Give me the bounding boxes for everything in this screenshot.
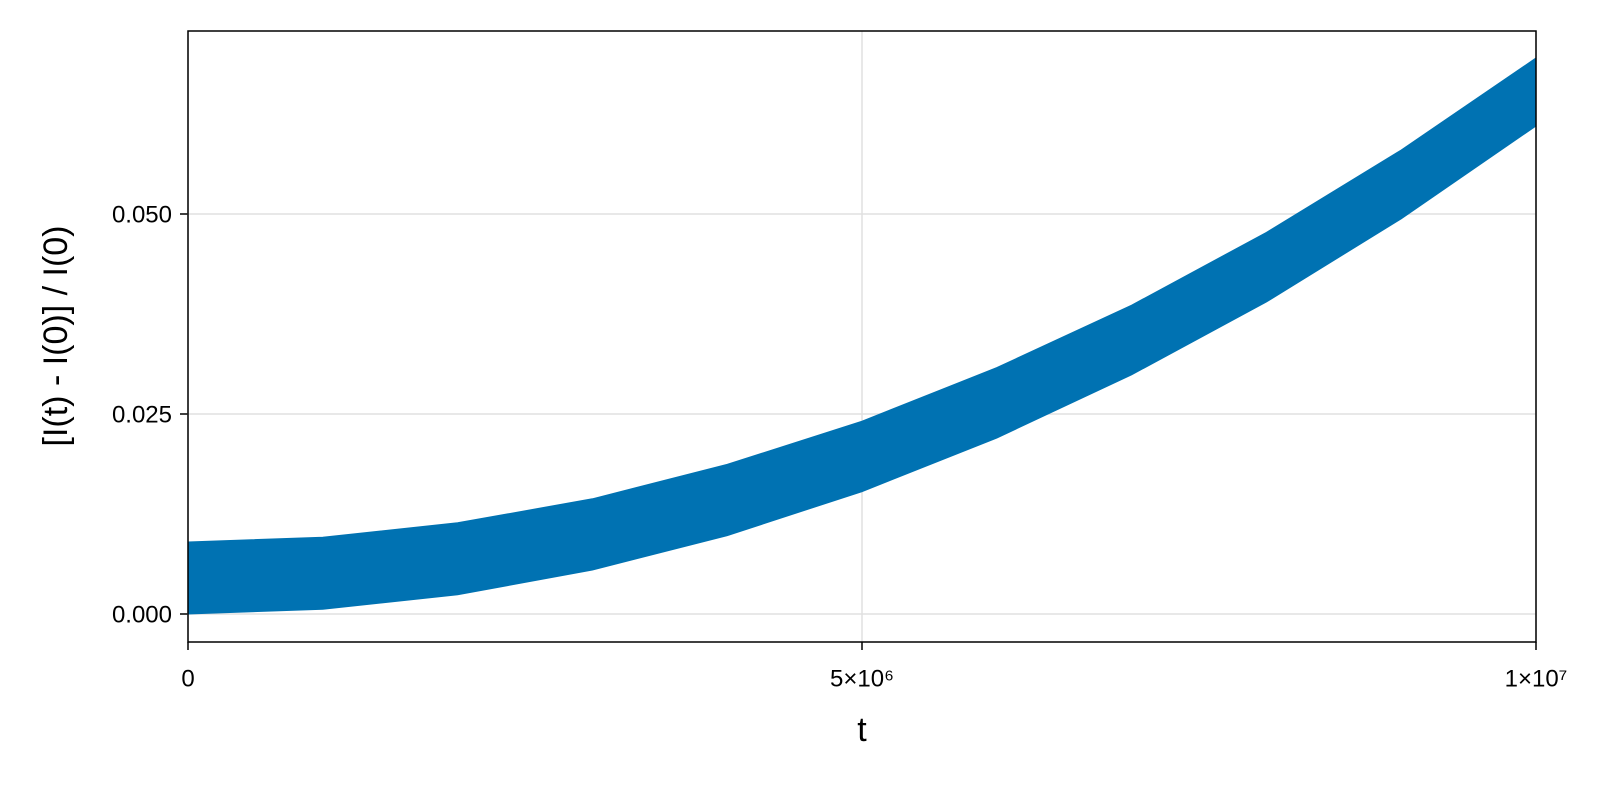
x-tick-label: 0 bbox=[181, 665, 194, 692]
plot-frame bbox=[187, 30, 1537, 643]
x-tick-label: 5×10⁶ bbox=[830, 665, 894, 692]
y-axis-title: [I(t) - I(0)] / I(0) bbox=[37, 226, 75, 447]
y-tick-label: 0.025 bbox=[112, 401, 172, 428]
y-tick-label: 0.050 bbox=[112, 201, 172, 228]
x-tick-label: 1×10⁷ bbox=[1505, 665, 1568, 692]
y-tick-label: 0.000 bbox=[112, 601, 172, 628]
x-axis-title: t bbox=[857, 711, 867, 749]
